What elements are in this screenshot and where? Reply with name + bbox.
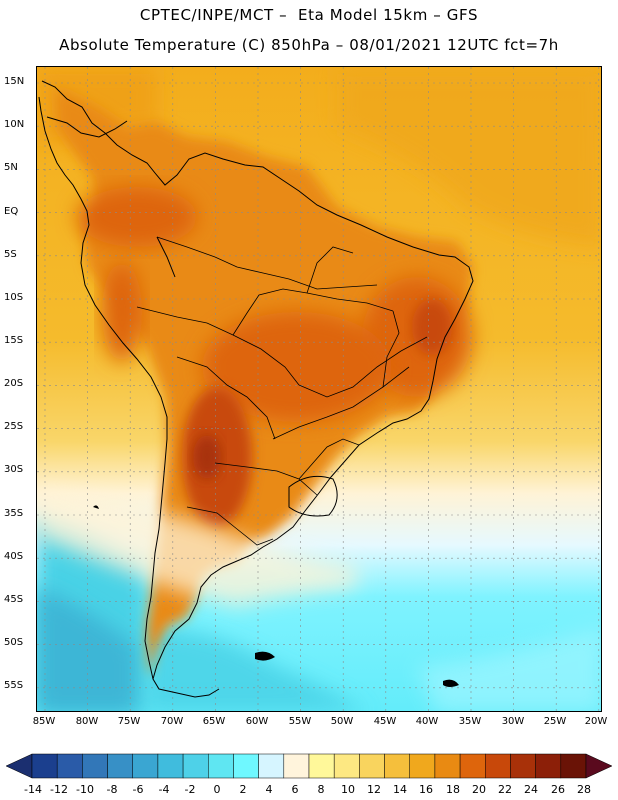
colorbar-cell (258, 753, 285, 779)
lon-label: 50W (330, 716, 354, 727)
colorbar-cell (485, 753, 511, 779)
colorbar-cell (434, 753, 461, 779)
hot-core-central (202, 312, 392, 422)
lon-label: 20W (584, 716, 608, 727)
lat-label: 55S (4, 680, 24, 691)
lat-label: 10N (4, 119, 25, 130)
colorbar-cell (535, 753, 562, 779)
colorbar-label: -6 (132, 783, 144, 796)
colorbar-label: -8 (106, 783, 118, 796)
colorbar-label: 18 (446, 783, 460, 796)
colorbar-label: 12 (367, 783, 381, 796)
very-hot-spot (193, 435, 221, 479)
south-georgia (443, 679, 459, 687)
lat-label: 5N (4, 162, 18, 173)
colorbar-label: 14 (393, 783, 407, 796)
colorbar-label: 4 (265, 783, 273, 796)
lat-label: 50S (4, 637, 24, 648)
colorbar-cell (333, 753, 360, 779)
lat-label: EQ (4, 206, 19, 217)
warm-ocean-band (337, 67, 601, 247)
map-panel (36, 66, 602, 712)
colorbar-cell (56, 753, 83, 779)
colorbar-cell (132, 753, 159, 779)
lat-label: 25S (4, 421, 24, 432)
colorbar-label: 20 (472, 783, 486, 796)
lat-label: 10S (4, 292, 24, 303)
lat-label: 35S (4, 508, 24, 519)
colorbar-label: 6 (291, 783, 299, 796)
country-borders (136, 236, 428, 546)
colorbar-cell (157, 753, 184, 779)
colorbar-cell (31, 753, 58, 779)
colorbar-cell (308, 753, 335, 779)
hot-spot-bahia (412, 299, 452, 355)
colorbar-label: -10 (76, 783, 94, 796)
lat-label: 15S (4, 335, 24, 346)
colder-pacific-zone (37, 587, 137, 711)
lat-label: 45S (4, 594, 24, 605)
cool-atlantic-zone (417, 627, 601, 711)
lon-label: 70W (160, 716, 184, 727)
colorbar-cell (384, 753, 410, 779)
colorbar-label: 0 (213, 783, 221, 796)
colorbar-label: 8 (317, 783, 325, 796)
lon-label: 40W (415, 716, 439, 727)
colorbar-cell (107, 753, 133, 779)
colorbar-cell (182, 753, 209, 779)
colorbar-cell (82, 753, 108, 779)
lat-label: 5S (4, 249, 17, 260)
colorbar-over-arrow (585, 753, 613, 779)
hot-core-peru (102, 262, 142, 362)
colorbar-label: 2 (239, 783, 247, 796)
lat-label: 20S (4, 378, 24, 389)
colorbar-cell (208, 753, 234, 779)
colorbar (5, 753, 613, 779)
lon-label: 65W (202, 716, 226, 727)
colorbar-label: 24 (524, 783, 538, 796)
lon-label: 80W (75, 716, 99, 727)
colorbar-cell (409, 753, 436, 779)
colorbar-cell (359, 753, 385, 779)
colorbar-label: 10 (341, 783, 355, 796)
coastline (38, 80, 474, 698)
colorbar-label: -2 (184, 783, 196, 796)
colorbar-label: 16 (419, 783, 433, 796)
pale-band (37, 487, 357, 607)
uruguay-outline (288, 475, 338, 517)
colorbar-label: -4 (158, 783, 170, 796)
colorbar-cell (510, 753, 536, 779)
colorbar-cell (233, 753, 259, 779)
lon-label: 55W (288, 716, 312, 727)
lon-label: 60W (245, 716, 269, 727)
colorbar-cells (31, 753, 587, 779)
colorbar-cell (283, 753, 310, 779)
colorbar-label: 22 (498, 783, 512, 796)
colorbar-label: 28 (577, 783, 591, 796)
lon-label: 45W (373, 716, 397, 727)
lat-label: 30S (4, 464, 24, 475)
lon-label: 25W (543, 716, 567, 727)
colorbar-cell (560, 753, 587, 779)
falkland-islands (255, 651, 275, 661)
lon-label: 35W (458, 716, 482, 727)
map-title-line2: Absolute Temperature (C) 850hPa – 08/01/… (59, 36, 559, 54)
lon-label: 75W (117, 716, 141, 727)
colorbar-label: 26 (551, 783, 565, 796)
colorbar-label: -12 (50, 783, 68, 796)
lon-label: 30W (501, 716, 525, 727)
cold-atlantic-zone (147, 627, 364, 711)
colorbar-label: -14 (24, 783, 42, 796)
colorbar-under-arrow (5, 753, 33, 779)
lon-label: 85W (32, 716, 56, 727)
hot-core-andes-north (77, 187, 197, 247)
graticule (37, 67, 601, 711)
lat-label: 15N (4, 76, 25, 87)
map-title-line1: CPTEC/INPE/MCT – Eta Model 15km – GFS (139, 6, 479, 24)
lat-label: 40S (4, 551, 24, 562)
juan-fernandez (93, 505, 99, 509)
colorbar-cell (459, 753, 486, 779)
temperature-map (37, 67, 601, 711)
